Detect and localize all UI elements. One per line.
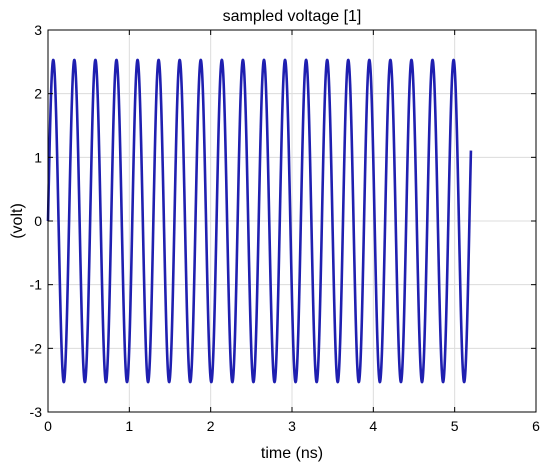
x-tick-label: 0 [44,418,52,434]
y-tick-label: 3 [34,22,42,38]
chart-title: sampled voltage [1] [223,8,362,25]
x-tick-label: 5 [451,418,459,434]
x-tick-label: 1 [125,418,133,434]
x-tick-label: 3 [288,418,296,434]
y-tick-label: 0 [34,213,42,229]
series-line [46,58,473,384]
ticks: 0 1 2 3 4 5 6 -3 -2 -1 0 1 2 3 [30,22,541,434]
y-tick-label: 2 [34,86,42,102]
y-tick-label: -3 [30,404,43,420]
x-tick-label: 4 [369,418,377,434]
y-tick-label: -2 [30,340,43,356]
y-axis-label: (volt) [9,203,26,239]
x-tick-label: 2 [207,418,215,434]
y-tick-label: 1 [34,149,42,165]
plot-area: 0 1 2 3 4 5 6 -3 -2 -1 0 1 2 3 [30,22,541,434]
x-tick-label: 6 [532,418,540,434]
x-axis-label: time (ns) [261,445,323,462]
y-tick-label: -1 [30,277,43,293]
series-layer [46,58,473,384]
